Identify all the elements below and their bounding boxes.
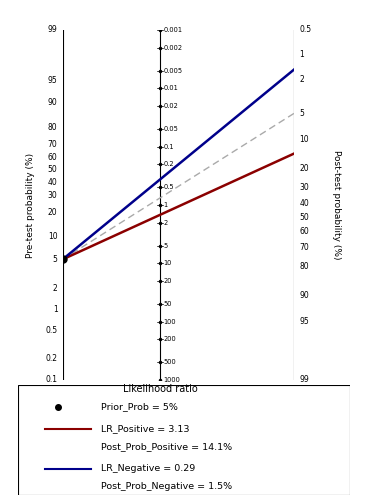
Text: 1: 1: [164, 202, 168, 208]
Text: Pre-test probability (%): Pre-test probability (%): [26, 152, 35, 258]
Text: 0.005: 0.005: [164, 68, 183, 74]
Text: 80: 80: [48, 123, 57, 132]
Text: Post_Prob_Negative = 1.5%: Post_Prob_Negative = 1.5%: [101, 482, 232, 490]
Text: 0.5: 0.5: [300, 26, 312, 35]
Text: 2: 2: [300, 75, 304, 84]
Text: 2: 2: [53, 284, 57, 293]
Text: 0.1: 0.1: [46, 376, 57, 384]
Text: 30: 30: [300, 183, 309, 192]
Text: LR_Negative = 0.29: LR_Negative = 0.29: [101, 464, 195, 473]
Text: 100: 100: [164, 318, 176, 324]
Text: Post_Prob_Positive = 14.1%: Post_Prob_Positive = 14.1%: [101, 442, 232, 451]
Text: 1: 1: [53, 305, 57, 314]
Text: 500: 500: [164, 360, 176, 366]
Text: 90: 90: [300, 290, 309, 300]
Text: 0.05: 0.05: [164, 126, 178, 132]
Text: 50: 50: [164, 301, 172, 307]
Text: 20: 20: [300, 164, 309, 173]
Text: 0.2: 0.2: [46, 354, 57, 364]
Text: 0.1: 0.1: [164, 144, 174, 150]
Text: Prior_Prob = 5%: Prior_Prob = 5%: [101, 402, 178, 411]
Text: 0.5: 0.5: [164, 184, 174, 190]
Text: 0.01: 0.01: [164, 86, 178, 91]
Text: 99: 99: [48, 26, 57, 35]
Text: 10: 10: [48, 232, 57, 241]
Text: 200: 200: [164, 336, 176, 342]
Text: 0.2: 0.2: [164, 161, 174, 167]
Text: 70: 70: [300, 243, 309, 252]
Text: 50: 50: [48, 166, 57, 174]
Text: 50: 50: [300, 213, 309, 222]
Text: 99: 99: [300, 376, 309, 384]
Text: 40: 40: [48, 178, 57, 186]
Text: 60: 60: [300, 227, 309, 236]
Text: 0.001: 0.001: [164, 27, 183, 33]
Text: 5: 5: [53, 255, 57, 264]
Text: 40: 40: [300, 198, 309, 207]
Text: 30: 30: [48, 191, 57, 200]
Text: 95: 95: [48, 76, 57, 84]
Text: 20: 20: [48, 208, 57, 216]
Text: 90: 90: [48, 98, 57, 108]
Text: LR_Positive = 3.13: LR_Positive = 3.13: [101, 424, 190, 434]
Text: 1000: 1000: [164, 377, 181, 383]
Text: 95: 95: [300, 317, 309, 326]
Text: 10: 10: [300, 135, 309, 144]
Text: 80: 80: [300, 262, 309, 271]
Text: 20: 20: [164, 278, 172, 284]
Text: 0.002: 0.002: [164, 44, 183, 51]
Text: 60: 60: [48, 153, 57, 162]
Text: 0.5: 0.5: [45, 326, 57, 336]
Text: 1: 1: [300, 50, 304, 59]
Text: 5: 5: [164, 243, 168, 249]
Text: 2: 2: [164, 220, 168, 226]
Text: 0.02: 0.02: [164, 103, 178, 109]
Text: Likelihood ratio: Likelihood ratio: [123, 384, 197, 394]
Text: Post-test probability (%): Post-test probability (%): [332, 150, 341, 260]
Text: 70: 70: [48, 140, 57, 148]
Text: 5: 5: [300, 108, 304, 118]
Text: 10: 10: [164, 260, 172, 266]
